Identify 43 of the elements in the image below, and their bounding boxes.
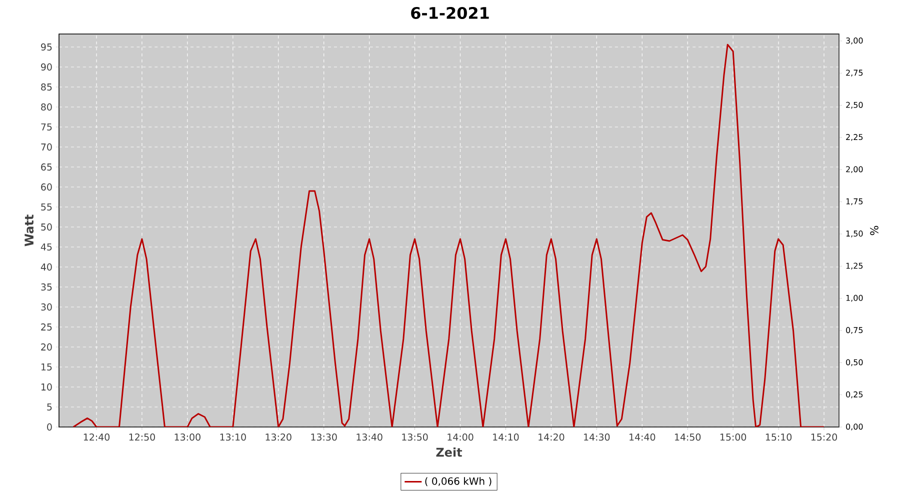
x-tick-label: 14:50 <box>675 434 701 441</box>
x-tick-label: 14:30 <box>584 434 610 441</box>
y-tick-label: 45 <box>40 243 52 251</box>
x-tick-label: 14:10 <box>493 434 519 441</box>
x-tick-label: 13:20 <box>266 434 292 441</box>
chart-title: 6-1-2021 <box>411 6 489 20</box>
y-tick-label: 75 <box>41 123 52 131</box>
y-tick-label: 10 <box>41 383 52 391</box>
y-tick-label: 80 <box>41 103 52 111</box>
y-tick-label: 50 <box>41 223 52 231</box>
y-tick-label: 90 <box>41 63 52 71</box>
x-tick-label: 13:40 <box>356 434 382 441</box>
y-tick-label: 85 <box>41 83 52 91</box>
x-tick-label: 12:50 <box>129 434 155 441</box>
y-tick-label: 20 <box>41 343 52 351</box>
x-tick-label: 12:40 <box>84 434 110 441</box>
y-tick-label: 0 <box>47 423 52 431</box>
y-axis-title: Watt <box>24 214 34 246</box>
y-tick-label: 95 <box>41 43 52 51</box>
x-tick-label: 15:10 <box>766 434 792 441</box>
legend-label: ( 0,066 kWh ) <box>425 477 492 486</box>
x-tick-label: 15:20 <box>811 434 838 441</box>
x-tick-label: 14:40 <box>630 434 656 441</box>
y-tick-label: 35 <box>41 283 52 291</box>
y-tick-label: 40 <box>40 263 52 271</box>
x-tick-label: 13:00 <box>174 434 200 441</box>
y-tick-label: 65 <box>41 163 52 171</box>
y2-axis-title: % <box>870 226 878 236</box>
x-axis-title: Zeit <box>436 448 462 457</box>
y-tick-label: 60 <box>41 183 52 191</box>
x-tick-label: 14:00 <box>448 434 474 441</box>
x-tick-label: 13:50 <box>402 434 428 441</box>
y-tick-label: 25 <box>41 323 52 331</box>
y-tick-label: 5 <box>47 403 52 411</box>
y-tick-label: 30 <box>41 303 52 311</box>
x-tick-label: 13:30 <box>311 434 337 441</box>
x-tick-label: 15:00 <box>720 434 746 441</box>
line-series <box>72 44 825 427</box>
x-tick-label: 13:10 <box>220 434 246 441</box>
y-tick-label: 70 <box>41 143 52 151</box>
y-tick-label: 15 <box>41 363 52 371</box>
y-tick-label: 55 <box>41 203 52 211</box>
x-tick-label: 14:20 <box>538 434 564 441</box>
